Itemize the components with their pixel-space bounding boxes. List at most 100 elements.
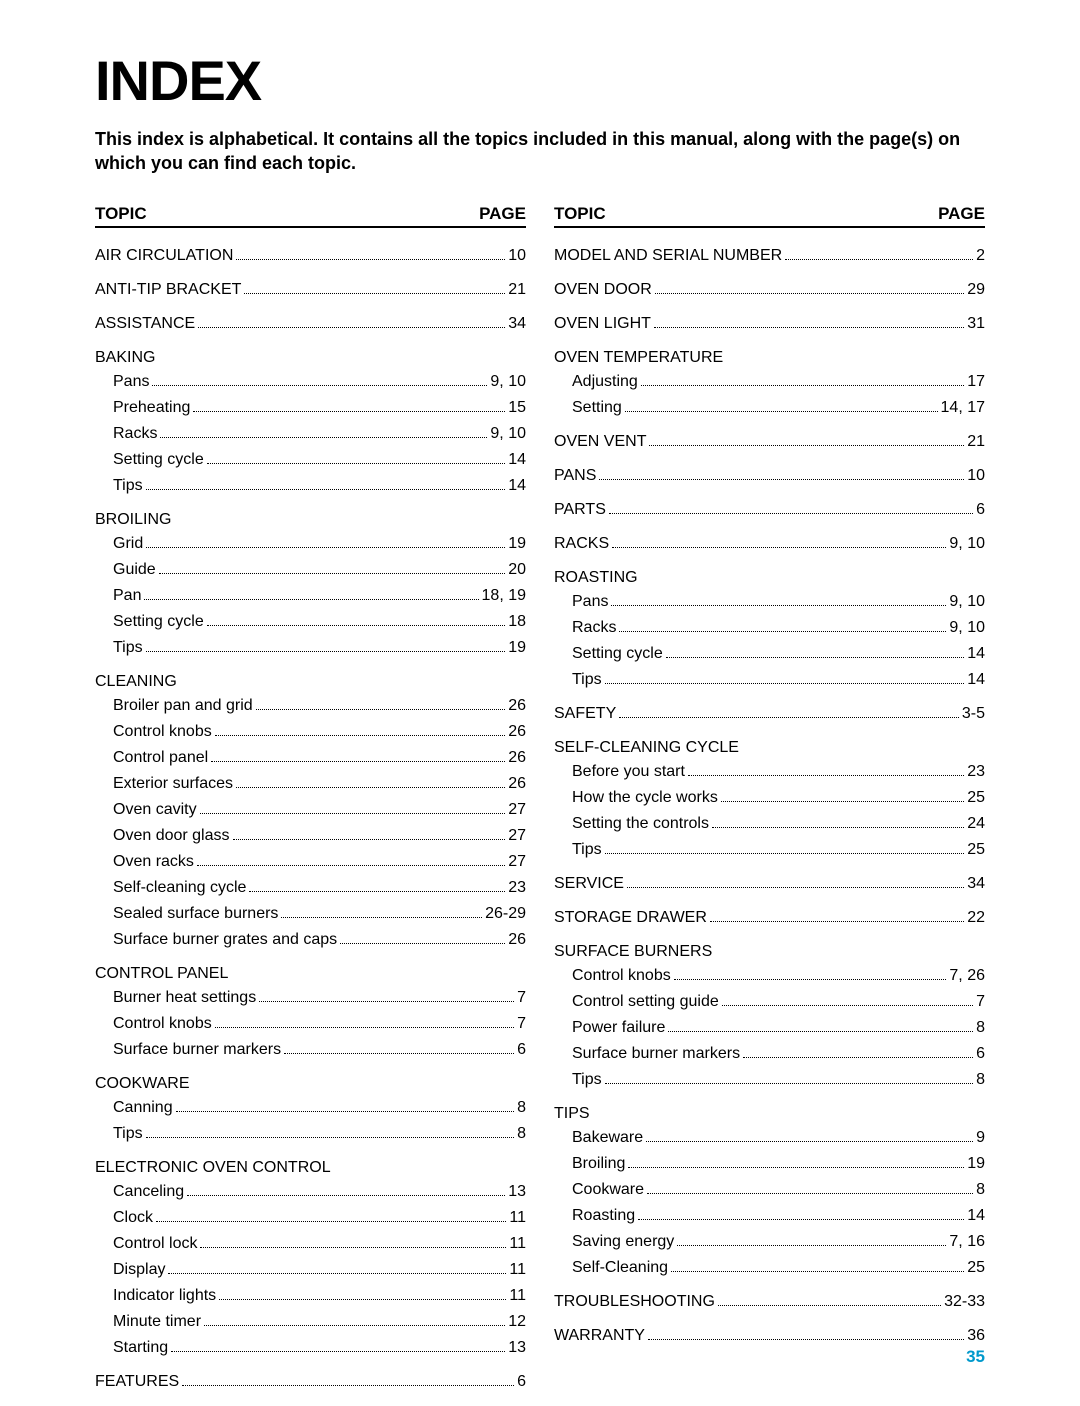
entry-topic: PANS: [554, 466, 596, 486]
index-entry: Burner heat settings 7: [95, 988, 526, 1008]
index-entry: Power failure8: [554, 1018, 985, 1038]
group-heading: BAKING: [95, 348, 526, 368]
leader-dots: [647, 1193, 973, 1194]
entry-topic: How the cycle works: [572, 788, 718, 808]
entry-topic: Setting cycle: [113, 450, 204, 470]
entry-topic: Oven racks: [113, 852, 194, 872]
entry-topic: Grid: [113, 534, 143, 554]
leader-dots: [648, 1339, 964, 1340]
entry-topic: OVEN LIGHT: [554, 314, 651, 334]
index-group: SURFACE BURNERSControl knobs7, 26Control…: [554, 942, 985, 1090]
entry-topic: Before you start: [572, 762, 685, 782]
index-entry: How the cycle works25: [554, 788, 985, 808]
entry-page: 26-29: [485, 904, 526, 924]
index-group: SELF-CLEANING CYCLEBefore you start23How…: [554, 738, 985, 860]
index-group: CLEANINGBroiler pan and grid26Control kn…: [95, 672, 526, 950]
entry-page: 11: [509, 1208, 526, 1228]
entry-page: 36: [967, 1326, 985, 1346]
leader-dots: [259, 1001, 514, 1002]
index-entry: WARRANTY36: [554, 1326, 985, 1346]
entry-topic: Broiler pan and grid: [113, 696, 253, 716]
index-entry: Surface burner grates and caps26: [95, 930, 526, 950]
entry-page: 14: [508, 476, 526, 496]
header-page: PAGE: [938, 204, 985, 224]
entry-page: 18: [508, 612, 526, 632]
entry-topic: Control lock: [113, 1234, 197, 1254]
leader-dots: [654, 327, 964, 328]
entry-page: 8: [976, 1180, 985, 1200]
entry-topic: Indicator lights: [113, 1286, 216, 1306]
entry-page: 19: [508, 534, 526, 554]
leader-dots: [200, 813, 506, 814]
group-heading: CLEANING: [95, 672, 526, 692]
entry-topic: Tips: [572, 1070, 602, 1090]
index-entry: ASSISTANCE34: [95, 314, 526, 334]
entry-page: 31: [967, 314, 985, 334]
group-heading: COOKWARE: [95, 1074, 526, 1094]
index-entry: Pans9, 10: [95, 372, 526, 392]
index-group: CONTROL PANELBurner heat settings7Contro…: [95, 964, 526, 1060]
entry-page: 34: [967, 874, 985, 894]
entry-page: 19: [967, 1154, 985, 1174]
leader-dots: [152, 385, 487, 386]
entry-page: 9, 10: [949, 534, 985, 554]
leader-dots: [605, 853, 965, 854]
leader-dots: [171, 1351, 505, 1352]
entry-topic: FEATURES: [95, 1372, 179, 1392]
index-group: TIPSBakeware9Broiling19Cookware8Roasting…: [554, 1104, 985, 1278]
index-entry: AIR CIRCULATION10: [95, 246, 526, 266]
index-entry: SAFETY3-5: [554, 704, 985, 724]
entry-topic: Burner heat settings: [113, 988, 256, 1008]
entry-topic: Racks: [113, 424, 157, 444]
entry-page: 13: [508, 1338, 526, 1358]
entry-topic: Pan: [113, 586, 141, 606]
index-entry: Control knobs26: [95, 722, 526, 742]
index-entry: Setting cycle18: [95, 612, 526, 632]
entry-topic: Surface burner markers: [113, 1040, 281, 1060]
entry-topic: Control knobs: [113, 1014, 212, 1034]
index-entry: Indicator lights 11: [95, 1286, 526, 1306]
entry-page: 11: [509, 1286, 526, 1306]
index-entry: Setting cycle 14: [554, 644, 985, 664]
entry-page: 7: [976, 992, 985, 1012]
leader-dots: [146, 489, 506, 490]
entry-page: 9, 10: [490, 424, 526, 444]
entry-topic: Tips: [572, 670, 602, 690]
entry-topic: Pans: [113, 372, 149, 392]
entry-topic: ASSISTANCE: [95, 314, 195, 334]
entry-topic: Setting cycle: [572, 644, 663, 664]
index-entry: Oven cavity27: [95, 800, 526, 820]
index-entry: Pan18, 19: [95, 586, 526, 606]
index-entry: Minute timer12: [95, 1312, 526, 1332]
index-entry: FEATURES 6: [95, 1372, 526, 1392]
leader-dots: [612, 547, 946, 548]
leader-dots: [646, 1141, 973, 1142]
index-entry: PANS 10: [554, 466, 985, 486]
entry-topic: Racks: [572, 618, 616, 638]
index-entry: Saving energy7, 16: [554, 1232, 985, 1252]
entry-page: 8: [976, 1018, 985, 1038]
entry-topic: Bakeware: [572, 1128, 643, 1148]
index-columns: TOPIC PAGE AIR CIRCULATION10ANTI-TIP BRA…: [95, 204, 985, 1406]
index-entry: Surface burner markers6: [95, 1040, 526, 1060]
index-entry: Exterior surfaces26: [95, 774, 526, 794]
leader-dots: [168, 1273, 506, 1274]
entry-topic: Broiling: [572, 1154, 625, 1174]
entry-page: 7: [517, 1014, 526, 1034]
entry-topic: Cookware: [572, 1180, 644, 1200]
entry-page: 8: [976, 1070, 985, 1090]
group-heading: OVEN TEMPERATURE: [554, 348, 985, 368]
entry-topic: Oven door glass: [113, 826, 230, 846]
entry-topic: Guide: [113, 560, 156, 580]
entry-page: 10: [967, 466, 985, 486]
entry-topic: Control setting guide: [572, 992, 719, 1012]
index-entry: Setting the controls24: [554, 814, 985, 834]
leader-dots: [619, 717, 959, 718]
entry-page: 7: [517, 988, 526, 1008]
entry-page: 6: [517, 1372, 526, 1392]
leader-dots: [146, 1137, 514, 1138]
entry-page: 14: [967, 644, 985, 664]
index-entry: Control knobs7, 26: [554, 966, 985, 986]
leader-dots: [674, 979, 947, 980]
entry-page: 23: [508, 878, 526, 898]
